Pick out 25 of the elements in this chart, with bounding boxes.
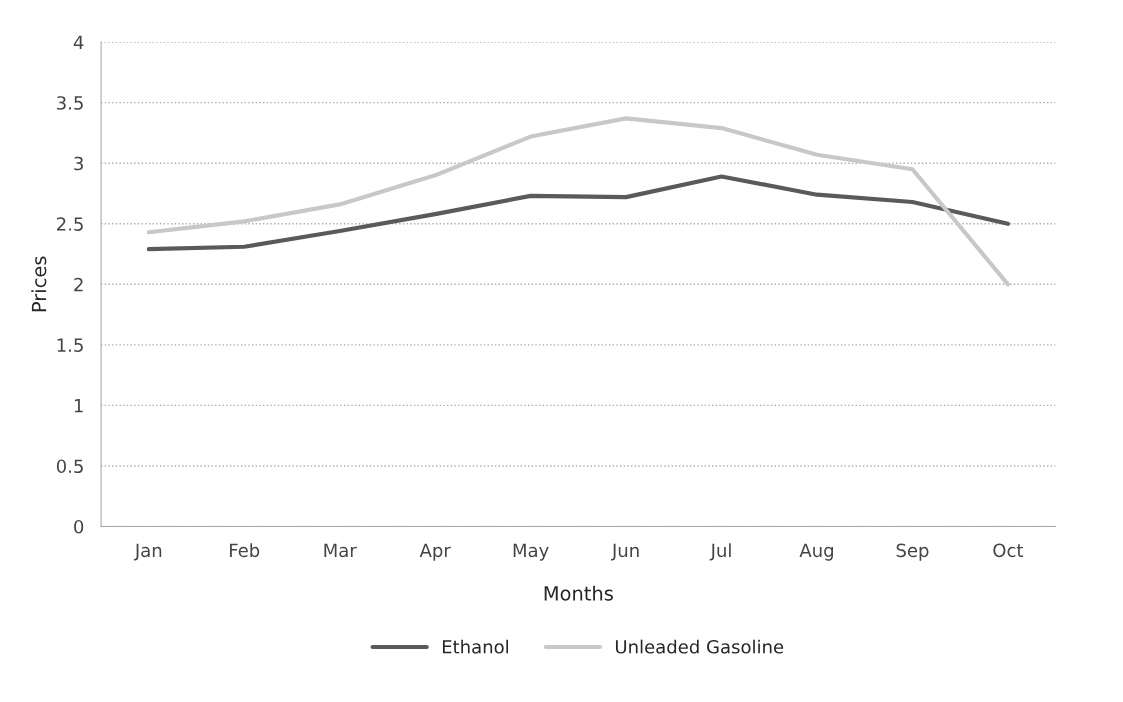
x-tick-label: Jan [133, 543, 162, 561]
x-tick-label: May [513, 543, 549, 561]
line-series [146, 116, 1010, 287]
y-axis-title: Prices [31, 256, 47, 312]
x-axis-title: Months [544, 585, 613, 601]
x-tick-label: Feb [230, 543, 260, 558]
y-tick-label: 2.5 [57, 217, 83, 231]
legend-label: Ethanol [442, 639, 508, 654]
y-tick-label: 4 [73, 35, 84, 49]
y-tick-label: 3 [74, 156, 83, 171]
x-tick-label: Apr [419, 543, 451, 561]
y-tick-label: 0.5 [56, 459, 83, 474]
x-tick-label: Jul [709, 543, 731, 561]
y-tick-label: 1.5 [57, 338, 83, 352]
x-tick-label: Oct [993, 543, 1024, 558]
y-tick-label: 0 [74, 519, 84, 534]
y-tick-label: 3.5 [57, 96, 83, 110]
x-tick-label: Mar [324, 543, 357, 558]
x-tick-label: Aug [799, 543, 833, 561]
line-series [146, 174, 1010, 252]
legend-label: Unleaded Gasoline [615, 639, 784, 654]
y-tick-label: 2 [74, 277, 83, 292]
x-tick-label: Jun [611, 543, 639, 561]
y-tick-label: 1 [74, 399, 83, 413]
x-tick-label: Sep [896, 543, 929, 561]
